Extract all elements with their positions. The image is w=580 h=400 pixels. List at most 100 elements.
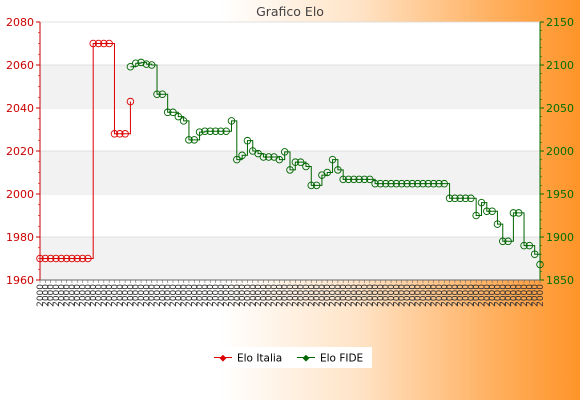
data-point (291, 158, 300, 166)
data-point (520, 241, 528, 250)
data-point (201, 127, 209, 135)
x-tick-label: 2000 (419, 284, 429, 307)
x-tick-label: 2000 (499, 284, 509, 307)
x-tick-label: 2000 (435, 284, 445, 307)
right-tick-label: 2000 (546, 145, 574, 158)
data-point (461, 194, 470, 203)
data-point (488, 207, 496, 215)
x-tick-label: 2000 (212, 284, 222, 307)
x-tick-label: 2000 (185, 284, 195, 307)
data-point (350, 175, 358, 184)
data-point (397, 179, 406, 188)
plot-band (40, 237, 540, 280)
x-tick-label: 2000 (79, 284, 89, 307)
x-tick-label: 2000 (105, 284, 115, 307)
x-tick-label: 2000 (414, 284, 424, 307)
x-tick-label: 2000 (196, 284, 206, 307)
x-tick-label: 2000 (291, 284, 301, 307)
data-point (52, 254, 60, 263)
data-point (46, 254, 55, 263)
legend-fide-marker: ◆ (303, 354, 310, 364)
data-point (302, 162, 310, 171)
x-tick-label: 2000 (36, 284, 46, 307)
data-point (84, 254, 92, 263)
data-point (408, 179, 417, 188)
data-point (323, 168, 331, 177)
series-elo-fide (126, 58, 544, 269)
data-point (499, 237, 507, 246)
data-point (137, 58, 145, 67)
x-tick-label: 2000 (525, 284, 535, 307)
data-point (525, 241, 534, 250)
x-tick-label: 2000 (398, 284, 408, 307)
x-tick-label: 2000 (137, 284, 147, 307)
data-point (62, 254, 71, 263)
x-tick-label: 2000 (63, 284, 73, 307)
data-point (339, 175, 347, 184)
data-point (307, 181, 316, 190)
data-point (100, 39, 108, 48)
data-point (514, 209, 523, 217)
x-tick-label: 2000 (440, 284, 450, 307)
x-tick-label: 2000 (302, 284, 312, 307)
data-point (467, 194, 475, 203)
data-point (41, 254, 50, 263)
x-tick-label: 2000 (265, 284, 275, 307)
x-tick-label: 2000 (286, 284, 296, 307)
left-tick-label: 2060 (6, 59, 34, 72)
series-elo-italia (36, 39, 135, 263)
data-point (238, 151, 246, 160)
data-point (419, 179, 427, 188)
right-axis: 1850 1900 1950 2000 2050 2100 2150 (539, 16, 574, 287)
x-tick-label: 2000 (339, 284, 349, 307)
x-tick-label: 2000 (408, 284, 418, 307)
x-tick-label: 2000 (47, 284, 57, 307)
data-point (493, 220, 502, 228)
x-tick-label: 2000 (249, 284, 259, 307)
data-point (116, 130, 124, 138)
x-tick-label: 2000 (483, 284, 493, 307)
data-point (153, 90, 161, 98)
data-point (472, 211, 480, 220)
right-tick-label: 1950 (546, 188, 574, 201)
x-tick-label: 2000 (329, 284, 339, 307)
data-point (435, 179, 443, 188)
data-point (451, 194, 459, 203)
x-tick-label: 2000 (456, 284, 466, 307)
data-point (233, 155, 241, 164)
data-point (254, 149, 262, 158)
data-point (259, 153, 268, 161)
data-point (227, 117, 236, 125)
x-tick-label: 2000 (57, 284, 67, 307)
data-point (174, 112, 183, 121)
x-tick-label: 2000 (313, 284, 323, 307)
x-tick-label: 2000 (531, 284, 541, 307)
x-tick-label: 2000 (536, 284, 546, 307)
data-point (211, 127, 220, 135)
data-point (126, 97, 135, 106)
left-tick-label: 2080 (6, 16, 34, 29)
series-line (130, 61, 541, 265)
data-point (206, 127, 214, 135)
x-tick-label: 2000 (520, 284, 530, 307)
x-tick-label: 2000 (132, 284, 142, 307)
left-tick-label: 1960 (6, 274, 34, 287)
data-point (366, 175, 374, 184)
x-tick-label: 2000 (233, 284, 243, 307)
left-tick-label: 1980 (6, 231, 34, 244)
data-point (371, 179, 379, 188)
x-tick-label: 2000 (84, 284, 94, 307)
data-point (89, 39, 97, 48)
x-tick-label: 2000 (515, 284, 525, 307)
x-tick-label: 2000 (174, 284, 184, 307)
x-tick-label: 2000 (360, 284, 370, 307)
data-point (190, 136, 199, 144)
data-point (105, 39, 113, 48)
data-point (286, 166, 294, 174)
left-tick-label: 2040 (6, 102, 34, 115)
right-tick-label: 1900 (546, 231, 574, 244)
x-tick-label: 2000 (462, 284, 472, 307)
x-tick-label: 2000 (488, 284, 498, 307)
data-point (36, 254, 44, 263)
